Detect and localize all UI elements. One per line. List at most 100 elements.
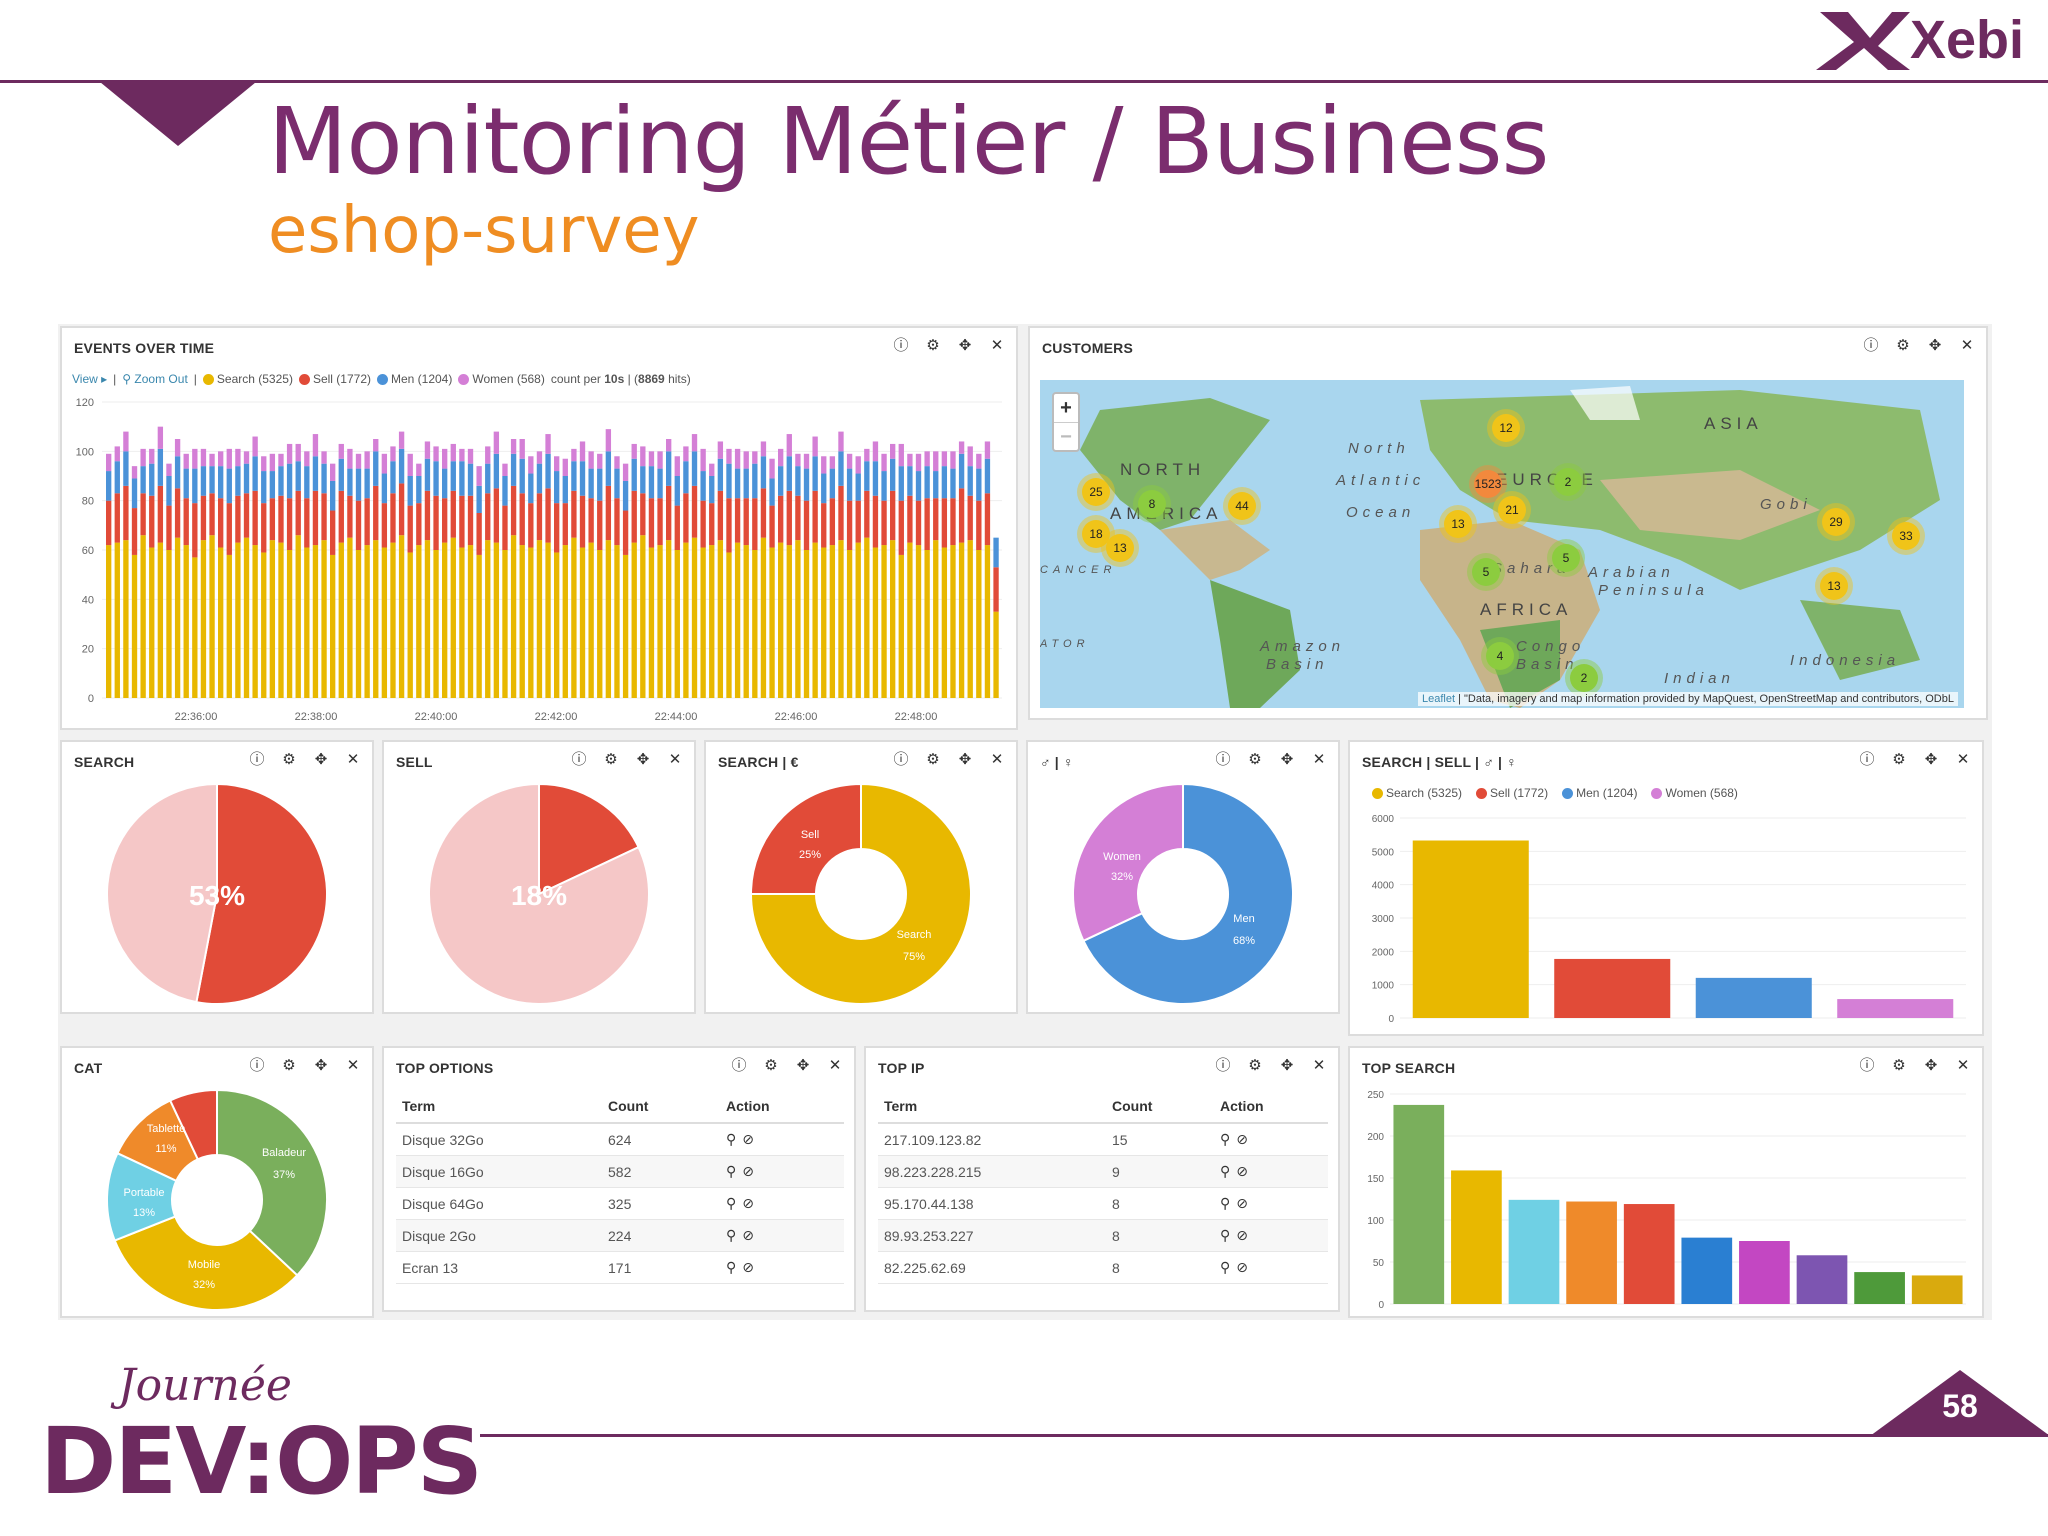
move-icon[interactable]: ✥ — [958, 337, 972, 354]
search-icon[interactable]: ⚲ — [726, 1163, 743, 1179]
search-icon[interactable]: ⚲ — [1220, 1131, 1237, 1147]
bar-segment-search — [261, 552, 267, 698]
exclude-icon[interactable]: ⊘ — [1236, 1227, 1254, 1243]
close-icon[interactable]: ✕ — [346, 751, 360, 768]
search-icon[interactable]: ⚲ — [1220, 1259, 1237, 1275]
info-icon[interactable]: ⓘ — [571, 751, 587, 768]
x-tick-label: 22:48:00 — [895, 711, 938, 723]
gear-icon[interactable]: ⚙ — [604, 751, 618, 768]
move-icon[interactable]: ✥ — [1280, 1057, 1294, 1074]
gear-icon[interactable]: ⚙ — [926, 337, 940, 354]
gear-icon[interactable]: ⚙ — [1248, 751, 1262, 768]
info-icon[interactable]: ⓘ — [731, 1057, 747, 1074]
search-icon[interactable]: ⚲ — [1220, 1195, 1237, 1211]
bar-segment-men — [174, 456, 181, 489]
exclude-icon[interactable]: ⊘ — [1236, 1163, 1254, 1179]
info-icon[interactable]: ⓘ — [1215, 751, 1231, 768]
search-pie-chart[interactable]: 53% — [62, 776, 372, 1012]
legend-men[interactable]: Men (1204) — [376, 372, 452, 386]
close-icon[interactable]: ✕ — [1956, 1057, 1970, 1074]
info-icon[interactable]: ⓘ — [1859, 751, 1875, 768]
close-icon[interactable]: ✕ — [346, 1057, 360, 1074]
bar-segment-men — [933, 471, 939, 499]
column-header[interactable]: Term — [396, 1092, 602, 1124]
legend-sell[interactable]: Sell (1772) — [1476, 786, 1548, 800]
zoom-out-link[interactable]: ⚲ Zoom Out — [122, 372, 188, 386]
info-icon[interactable]: ⓘ — [1215, 1057, 1231, 1074]
search-eur-donut-chart[interactable]: Sell 25% Search 75% — [706, 776, 1016, 1012]
gear-icon[interactable]: ⚙ — [1892, 1057, 1906, 1074]
close-icon[interactable]: ✕ — [828, 1057, 842, 1074]
move-icon[interactable]: ✥ — [1924, 751, 1938, 768]
move-icon[interactable]: ✥ — [1924, 1057, 1938, 1074]
top-search-bar-chart[interactable]: 0 50 100 150 200 250 — [1350, 1082, 1982, 1316]
search-icon[interactable]: ⚲ — [1220, 1227, 1237, 1243]
info-icon[interactable]: ⓘ — [249, 1057, 265, 1074]
column-header[interactable]: Term — [878, 1092, 1106, 1124]
exclude-icon[interactable]: ⊘ — [742, 1163, 760, 1179]
bar — [1508, 1199, 1560, 1304]
gear-icon[interactable]: ⚙ — [1892, 751, 1906, 768]
info-icon[interactable]: ⓘ — [893, 751, 909, 768]
column-header[interactable]: Count — [602, 1092, 720, 1124]
search-icon[interactable]: ⚲ — [726, 1259, 743, 1275]
exclude-icon[interactable]: ⊘ — [742, 1131, 760, 1147]
bar-segment-search — [803, 550, 810, 698]
close-icon[interactable]: ✕ — [1312, 751, 1326, 768]
leaflet-link[interactable]: Leaflet — [1422, 693, 1456, 705]
cat-donut-chart[interactable]: Tablette 11% Baladeur 37% Portable 13% Mobile 3… — [62, 1082, 372, 1316]
exclude-icon[interactable]: ⊘ — [1236, 1195, 1254, 1211]
search-sell-gender-bar-chart[interactable]: 0 1000 2000 3000 4000 5000 6000 — [1350, 806, 1982, 1034]
close-icon[interactable]: ✕ — [1960, 337, 1974, 354]
exclude-icon[interactable]: ⊘ — [1236, 1131, 1254, 1147]
exclude-icon[interactable]: ⊘ — [742, 1259, 760, 1275]
search-icon[interactable]: ⚲ — [726, 1195, 743, 1211]
close-icon[interactable]: ✕ — [1312, 1057, 1326, 1074]
gear-icon[interactable]: ⚙ — [1248, 1057, 1262, 1074]
legend-search[interactable]: Search (5325) — [202, 372, 293, 386]
exclude-icon[interactable]: ⊘ — [742, 1227, 760, 1243]
move-icon[interactable]: ✥ — [314, 1057, 328, 1074]
exclude-icon[interactable]: ⊘ — [1236, 1259, 1254, 1275]
gear-icon[interactable]: ⚙ — [926, 751, 940, 768]
legend-sell[interactable]: Sell (1772) — [298, 372, 371, 386]
info-icon[interactable]: ⓘ — [1859, 1057, 1875, 1074]
gender-donut-chart[interactable]: Women 32% Men 68% — [1028, 776, 1338, 1012]
zoom-in-button[interactable]: + — [1060, 397, 1072, 419]
info-icon[interactable]: ⓘ — [249, 751, 265, 768]
close-icon[interactable]: ✕ — [990, 337, 1004, 354]
bar-segment-sell — [355, 500, 362, 550]
move-icon[interactable]: ✥ — [796, 1057, 810, 1074]
move-icon[interactable]: ✥ — [1280, 751, 1294, 768]
exclude-icon[interactable]: ⊘ — [742, 1195, 760, 1211]
info-icon[interactable]: ⓘ — [893, 337, 909, 354]
move-icon[interactable]: ✥ — [314, 751, 328, 768]
events-over-time-chart[interactable]: 0 20 40 60 80 100 120 22:36:00 22:38:00 22:40:00 2… — [62, 394, 1016, 728]
sell-pie-chart[interactable]: 18% — [384, 776, 694, 1012]
customers-map[interactable]: + − NORTH AMERICA North Atlantic Ocean A… — [1040, 380, 1964, 708]
panel-title: SEARCH | € — [718, 754, 799, 770]
move-icon[interactable]: ✥ — [1928, 337, 1942, 354]
search-icon[interactable]: ⚲ — [1220, 1163, 1237, 1179]
search-icon[interactable]: ⚲ — [726, 1131, 743, 1147]
column-header[interactable]: Count — [1106, 1092, 1214, 1124]
gear-icon[interactable]: ⚙ — [764, 1057, 778, 1074]
gear-icon[interactable]: ⚙ — [1896, 337, 1910, 354]
search-icon[interactable]: ⚲ — [726, 1227, 743, 1243]
gear-icon[interactable]: ⚙ — [282, 1057, 296, 1074]
legend-search[interactable]: Search (5325) — [1372, 786, 1462, 800]
zoom-out-button[interactable]: − — [1054, 422, 1078, 450]
close-icon[interactable]: ✕ — [990, 751, 1004, 768]
bar-segment-men — [416, 476, 422, 504]
legend-men[interactable]: Men (1204) — [1562, 786, 1637, 800]
move-icon[interactable]: ✥ — [958, 751, 972, 768]
info-icon[interactable]: ⓘ — [1863, 337, 1879, 354]
x-tick-label: 22:46:00 — [775, 711, 818, 723]
move-icon[interactable]: ✥ — [636, 751, 650, 768]
legend-women[interactable]: Women (568) — [458, 372, 545, 386]
gear-icon[interactable]: ⚙ — [282, 751, 296, 768]
view-link[interactable]: View ▸ — [72, 372, 108, 386]
close-icon[interactable]: ✕ — [1956, 751, 1970, 768]
close-icon[interactable]: ✕ — [668, 751, 682, 768]
legend-women[interactable]: Women (568) — [1651, 786, 1738, 800]
